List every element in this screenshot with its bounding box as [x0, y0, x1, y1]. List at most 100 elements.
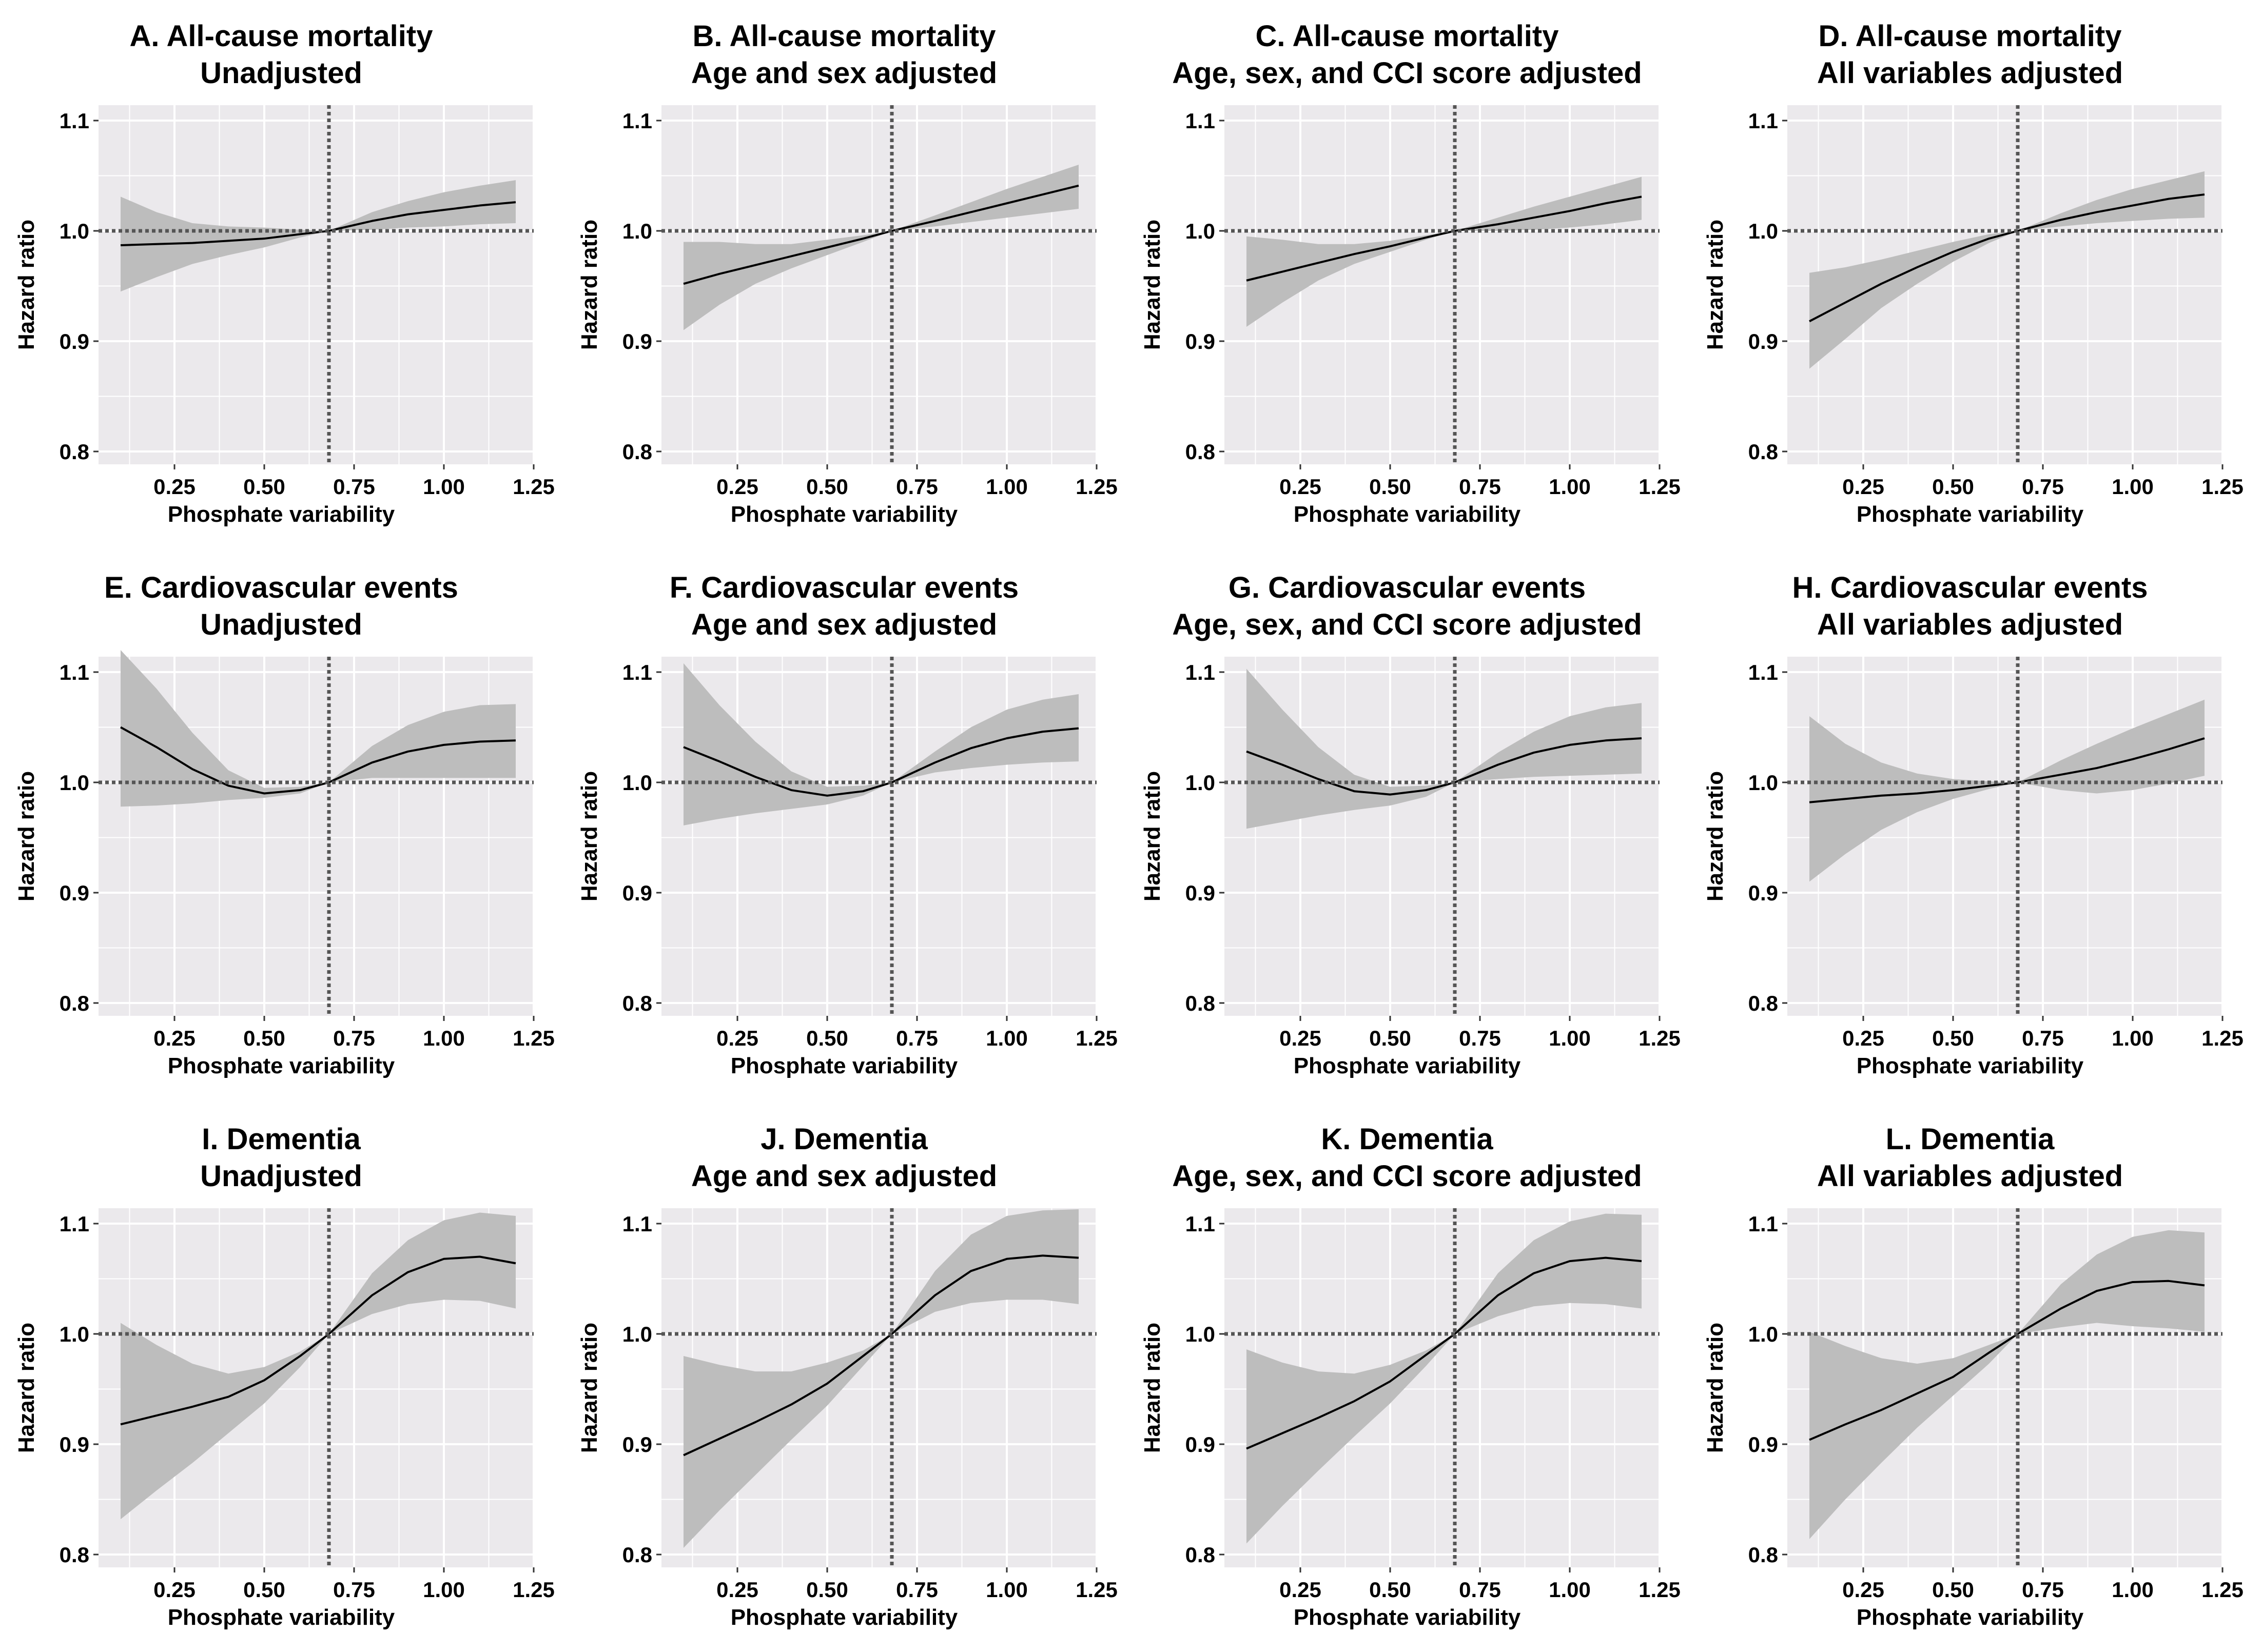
y-tick-label: 0.8	[60, 1543, 89, 1567]
y-tick-label: 0.9	[1748, 881, 1778, 905]
y-tick-label: 0.9	[60, 329, 89, 353]
x-axis-title: Phosphate variability	[1857, 1605, 2084, 1630]
x-tick-label: 0.25	[1279, 1026, 1321, 1050]
x-tick-label: 0.50	[243, 1578, 285, 1602]
x-axis-title: Phosphate variability	[168, 1605, 395, 1630]
y-tick-label: 1.0	[1748, 1322, 1778, 1346]
hazard-ratio-curve	[120, 726, 516, 795]
x-tick-label: 1.00	[1549, 1578, 1591, 1602]
x-tick-label: 1.00	[986, 475, 1028, 499]
y-tick-label: 0.9	[60, 1432, 89, 1457]
x-axis-title: Phosphate variability	[168, 502, 395, 527]
y-axis-title: Hazard ratio	[1140, 220, 1165, 350]
x-tick-label: 1.00	[986, 1578, 1028, 1602]
ci-band	[684, 165, 1079, 330]
x-tick-label: 0.75	[2022, 1026, 2064, 1050]
y-tick-label: 0.8	[1748, 1543, 1778, 1567]
y-tick-label: 1.1	[1748, 1212, 1778, 1236]
panel-title: J. Dementia	[761, 1123, 928, 1156]
x-tick-label: 1.00	[2112, 475, 2154, 499]
x-axis-title: Phosphate variability	[731, 1605, 958, 1630]
y-axis-title: Hazard ratio	[14, 1323, 39, 1453]
panel-subtitle: All variables adjusted	[1817, 1159, 2123, 1193]
x-tick-label: 0.50	[1369, 1578, 1411, 1602]
panel-title: I. Dementia	[202, 1123, 361, 1156]
panel-g: G. Cardiovascular events Age, sex, and CC…	[1140, 571, 1681, 1078]
hazard-ratio-curve	[683, 1254, 1079, 1457]
y-tick-label: 0.9	[622, 1432, 652, 1457]
hazard-ratio-curve	[1809, 1280, 2205, 1441]
x-tick-label: 0.50	[243, 1026, 285, 1050]
y-tick-label: 1.0	[1185, 771, 1215, 795]
panel-subtitle: Age, sex, and CCI score adjusted	[1172, 56, 1642, 90]
x-tick-label: 1.00	[986, 1026, 1028, 1050]
x-tick-label: 1.00	[423, 1578, 465, 1602]
x-tick-label: 1.00	[423, 475, 465, 499]
y-tick-label: 1.1	[622, 660, 652, 684]
panel-title: K. Dementia	[1321, 1123, 1493, 1156]
ci-band	[1246, 176, 1642, 327]
x-tick-label: 1.00	[1549, 1026, 1591, 1050]
y-axis-title: Hazard ratio	[577, 771, 602, 901]
y-tick-label: 0.9	[622, 329, 652, 353]
x-axis-title: Phosphate variability	[731, 1053, 958, 1078]
y-tick-label: 0.8	[60, 991, 89, 1015]
ci-band	[684, 663, 1079, 825]
y-tick-label: 1.1	[622, 109, 652, 133]
y-tick-label: 1.1	[622, 1212, 652, 1236]
y-tick-label: 1.1	[1748, 660, 1778, 684]
x-tick-label: 0.50	[1369, 475, 1411, 499]
x-tick-label: 0.25	[1842, 1026, 1884, 1050]
x-tick-label: 1.25	[1076, 1026, 1118, 1050]
x-tick-label: 1.00	[2112, 1026, 2154, 1050]
y-tick-label: 0.8	[1185, 1543, 1215, 1567]
y-tick-label: 1.1	[1748, 109, 1778, 133]
x-axis-title: Phosphate variability	[1294, 502, 1521, 527]
y-tick-label: 1.1	[60, 1212, 89, 1236]
ci-band	[1809, 171, 2205, 369]
ci-band	[1809, 1230, 2205, 1539]
ci-band	[1809, 699, 2205, 882]
y-tick-label: 0.8	[622, 991, 652, 1015]
panel-e: E. Cardiovascular events Unadjusted 0.8 0.9…	[14, 571, 555, 1078]
ci-band	[121, 1212, 516, 1520]
panel-h: H. Cardiovascular events All variables ad…	[1703, 571, 2244, 1078]
panel-subtitle: All variables adjusted	[1817, 608, 2123, 641]
y-tick-label: 0.8	[622, 440, 652, 464]
panel-subtitle: Age and sex adjusted	[691, 608, 997, 641]
x-tick-label: 1.25	[2201, 1026, 2244, 1050]
x-axis-title: Phosphate variability	[1294, 1605, 1521, 1630]
x-tick-label: 1.25	[513, 475, 555, 499]
panel-subtitle: Unadjusted	[200, 56, 362, 90]
y-tick-label: 0.8	[60, 440, 89, 464]
panel-title: D. All-cause mortality	[1819, 19, 2122, 53]
y-tick-label: 0.9	[1748, 1432, 1778, 1457]
y-tick-label: 0.8	[1748, 440, 1778, 464]
y-tick-label: 1.0	[622, 771, 652, 795]
y-tick-label: 1.0	[622, 1322, 652, 1346]
y-axis-title: Hazard ratio	[1140, 1323, 1165, 1453]
y-tick-label: 1.0	[1185, 219, 1215, 243]
panel-subtitle: All variables adjusted	[1817, 56, 2123, 90]
hazard-ratio-curve	[1246, 1256, 1642, 1450]
hazard-ratio-curve	[1246, 195, 1642, 282]
y-axis-title: Hazard ratio	[1703, 771, 1728, 901]
x-tick-label: 1.25	[2201, 475, 2244, 499]
panel-subtitle: Age and sex adjusted	[691, 1159, 997, 1193]
panel-subtitle: Unadjusted	[200, 608, 362, 641]
y-axis-title: Hazard ratio	[1140, 771, 1165, 901]
panel-subtitle: Age, sex, and CCI score adjusted	[1172, 1159, 1642, 1193]
x-tick-label: 0.75	[333, 1578, 375, 1602]
ci-band	[684, 1209, 1079, 1548]
ci-band	[1246, 1213, 1642, 1544]
y-tick-label: 1.0	[622, 219, 652, 243]
x-tick-label: 0.25	[153, 475, 196, 499]
panel-subtitle: Unadjusted	[200, 1159, 362, 1193]
x-tick-label: 0.75	[1459, 475, 1501, 499]
y-axis-title: Hazard ratio	[1703, 220, 1728, 350]
